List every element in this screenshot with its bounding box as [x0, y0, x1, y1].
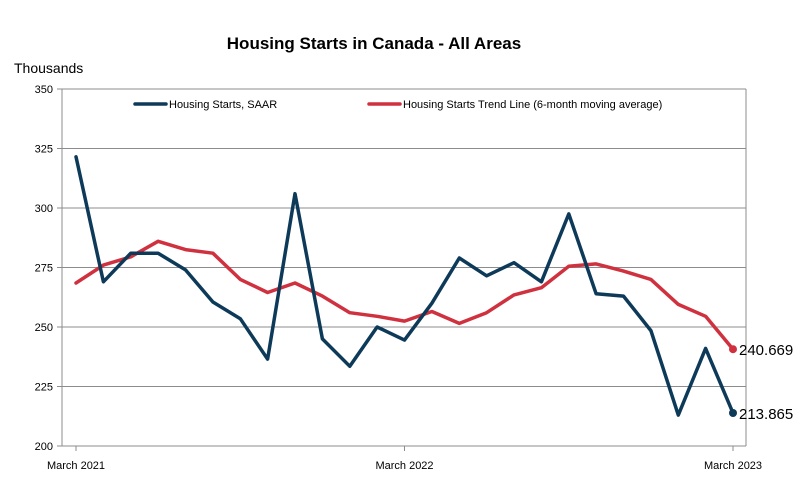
y-tick-label: 200: [35, 441, 53, 453]
chart-title: Housing Starts in Canada - All Areas: [227, 34, 521, 53]
y-tick-label: 225: [35, 382, 53, 394]
legend-entry: Housing Starts Trend Line (6-month movin…: [403, 99, 662, 111]
series-end-point-0: [729, 409, 737, 418]
legend-entry: Housing Starts, SAAR: [169, 99, 277, 111]
series-end-point-1: [729, 345, 737, 354]
x-tick-label: March 2022: [375, 460, 433, 472]
x-tick-labels: March 2021 March 2022 March 2023: [47, 446, 762, 472]
y-tick-label: 300: [35, 203, 53, 215]
y-tick-label: 325: [35, 144, 53, 156]
series-line-0: [74, 155, 735, 417]
legend: Housing Starts, SAAR Housing Starts Trend…: [133, 99, 662, 111]
end-value-label: 213.865: [739, 406, 793, 423]
x-tick-label: March 2023: [704, 460, 762, 472]
y-tick-label: 350: [35, 84, 53, 96]
y-tick-labels: 200 225 250 275 300 325 350: [35, 84, 53, 453]
series-line-1: [74, 239, 735, 351]
end-value-label: 240.669: [739, 342, 793, 359]
y-tick-label: 275: [35, 263, 53, 275]
x-tick-label: March 2021: [47, 460, 105, 472]
y-axis-label: Thousands: [14, 60, 83, 76]
series-lines: [74, 155, 737, 418]
y-tick-label: 250: [35, 322, 53, 334]
gridlines: [57, 88, 746, 447]
end-value-labels: 240.669 213.865: [739, 342, 793, 423]
